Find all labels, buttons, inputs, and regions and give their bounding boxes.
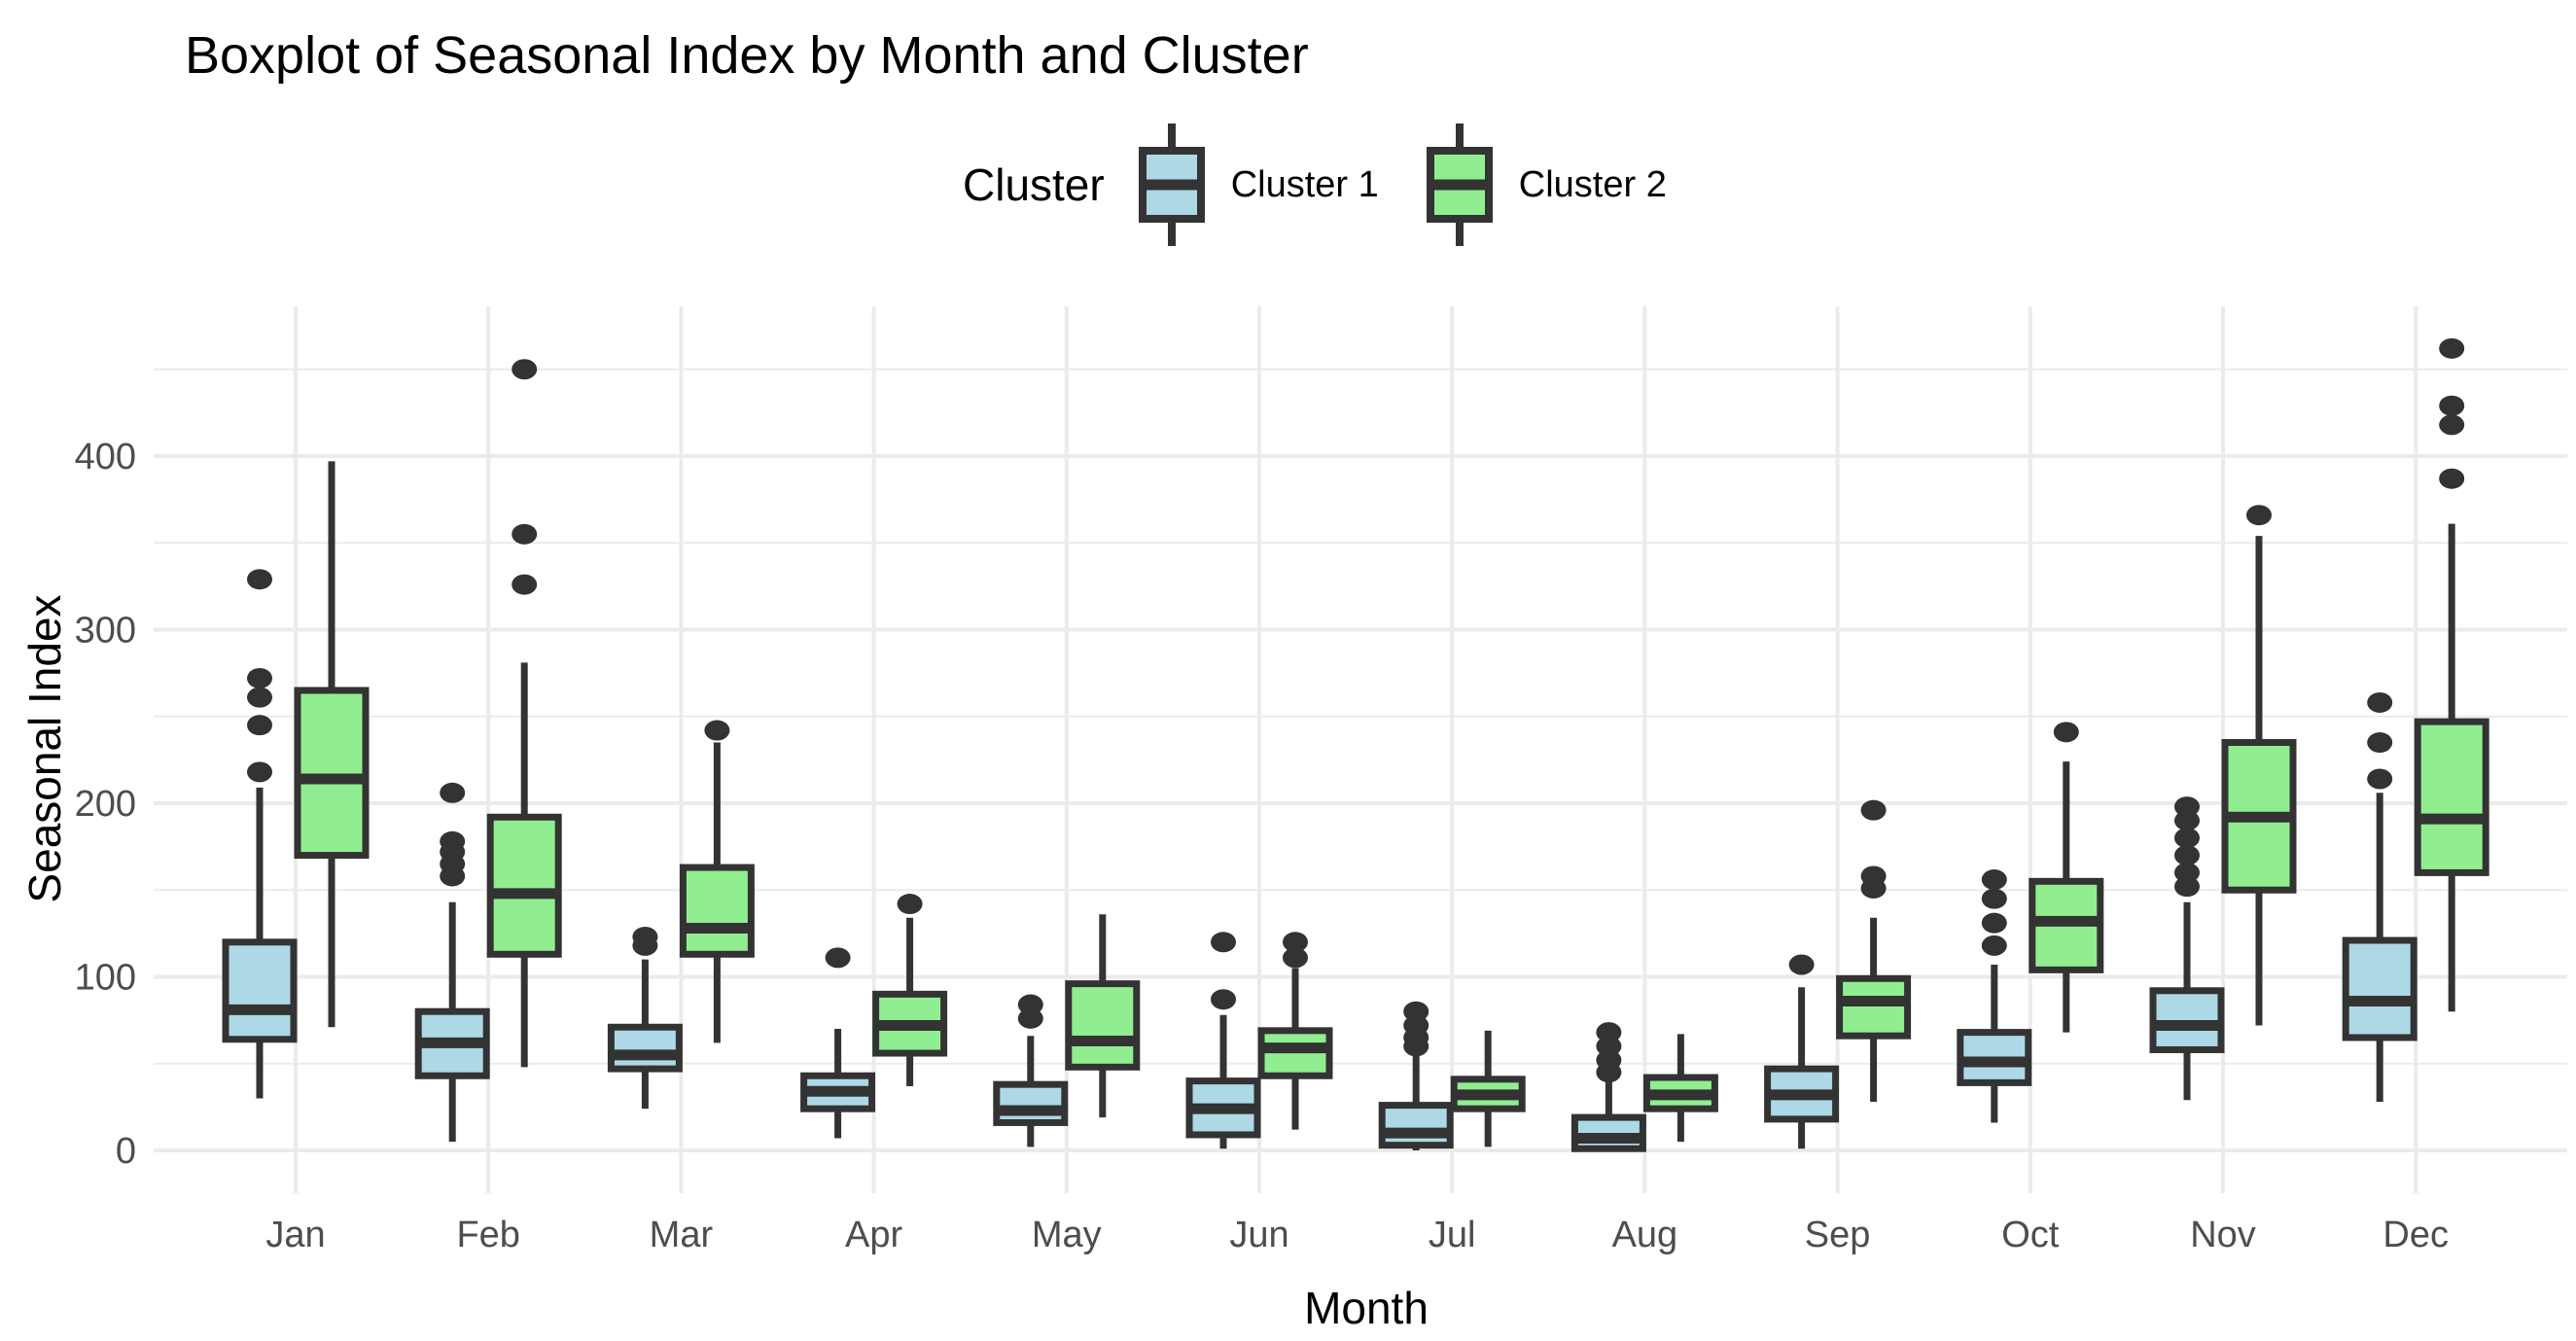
outlier-dot-cluster1-aug [1596,1022,1622,1043]
x-tick-label: May [1032,1215,1102,1255]
outlier-dot-cluster1-dec [2367,768,2393,790]
x-tick-label: Jun [1229,1215,1288,1255]
y-tick-label: 300 [75,611,136,652]
outlier-dot-cluster2-dec [2439,468,2465,489]
box-cluster1-jan [222,938,298,1043]
legend-label-cluster1: Cluster 1 [1230,163,1379,205]
y-tick-label: 100 [75,958,136,999]
y-tick-label: 0 [116,1131,136,1172]
outlier-dot-cluster2-sep [1860,865,1887,887]
outlier-dot-cluster2-dec [2439,414,2465,436]
outlier-dot-cluster1-nov [2174,862,2200,883]
x-tick-label: Aug [1612,1215,1678,1255]
outlier-dot-cluster1-dec [2367,732,2393,754]
outlier-dot-cluster2-sep [1860,799,1887,821]
outlier-dot-cluster1-oct [1981,912,2007,934]
boxplot-key-icon [1426,124,1493,246]
legend-item-cluster2: Cluster 2 [1426,122,1667,248]
outlier-dot-cluster2-apr [897,894,923,915]
outlier-dot-cluster1-feb [440,830,466,852]
outlier-dot-cluster1-jan [247,761,272,783]
x-tick-label: Feb [456,1215,519,1255]
legend-title: Cluster [963,159,1105,210]
outlier-dot-cluster1-apr [825,947,851,969]
outlier-dot-cluster2-jun [1283,932,1308,953]
outlier-dot-cluster1-jan [247,715,272,736]
x-tick-label: Oct [2001,1215,2060,1255]
box-cluster2-mar [679,864,755,958]
outlier-dot-cluster1-feb [440,782,466,803]
outlier-dot-cluster1-oct [1981,935,2007,956]
legend-label-cluster2: Cluster 2 [1518,163,1667,205]
outlier-dot-cluster2-nov [2246,505,2272,526]
box-cluster1-jul [1378,1102,1454,1149]
outlier-dot-cluster1-oct [1981,888,2007,909]
x-tick-label: Sep [1805,1215,1871,1255]
outlier-dot-cluster1-may [1017,994,1043,1015]
outlier-dot-cluster1-jun [1211,989,1236,1010]
box-cluster1-mar [607,1023,683,1073]
y-tick-label: 400 [75,437,136,477]
outlier-dot-cluster2-dec [2439,337,2465,359]
box-cluster2-feb [486,813,562,958]
box-cluster1-dec [2342,936,2417,1041]
y-tick-label: 200 [75,784,136,825]
outlier-dot-cluster1-jan [247,569,272,590]
x-tick-label: Mar [650,1215,714,1255]
chart-title: Boxplot of Seasonal Index by Month and C… [185,26,1309,85]
boxplot-key-icon [1138,124,1205,246]
outlier-dot-cluster1-jun [1211,932,1236,953]
outlier-dot-cluster1-jan [247,667,272,688]
outlier-dot-cluster1-sep [1788,954,1815,975]
outlier-dot-cluster1-oct [1981,869,2007,891]
x-axis-title: Month [1304,1283,1429,1333]
box-cluster2-jan [294,687,370,860]
outlier-dot-cluster2-dec [2439,395,2465,416]
outlier-dot-cluster2-jun [1283,947,1308,969]
outlier-dot-cluster2-feb [512,523,538,545]
outlier-dot-cluster1-dec [2367,691,2393,713]
box-cluster2-may [1065,980,1141,1071]
outlier-dot-cluster1-nov [2174,845,2200,866]
outlier-dot-cluster1-nov [2174,828,2200,849]
box-cluster2-sep [1836,974,1912,1040]
legend: Cluster Cluster 1 Cluster 2 [963,124,1713,246]
y-axis-title: Seasonal Index [19,594,70,903]
x-tick-label: Jan [265,1215,325,1255]
outlier-dot-cluster1-mar [632,926,658,947]
box-cluster2-dec [2414,718,2489,876]
legend-item-cluster1: Cluster 1 [1138,122,1379,248]
outlier-dot-cluster2-feb [512,359,538,380]
outlier-dot-cluster2-feb [512,574,538,595]
box-cluster1-may [993,1080,1069,1126]
x-tick-label: Jul [1429,1215,1476,1255]
x-tick-label: Nov [2190,1215,2256,1255]
outlier-dot-cluster1-jan [247,687,272,708]
x-tick-label: Apr [845,1215,902,1255]
outlier-dot-cluster2-oct [2053,722,2079,743]
outlier-dot-cluster1-nov [2174,796,2200,818]
outlier-dot-cluster2-mar [704,720,730,741]
x-tick-label: Dec [2382,1215,2449,1255]
outlier-dot-cluster1-jul [1403,1001,1429,1022]
